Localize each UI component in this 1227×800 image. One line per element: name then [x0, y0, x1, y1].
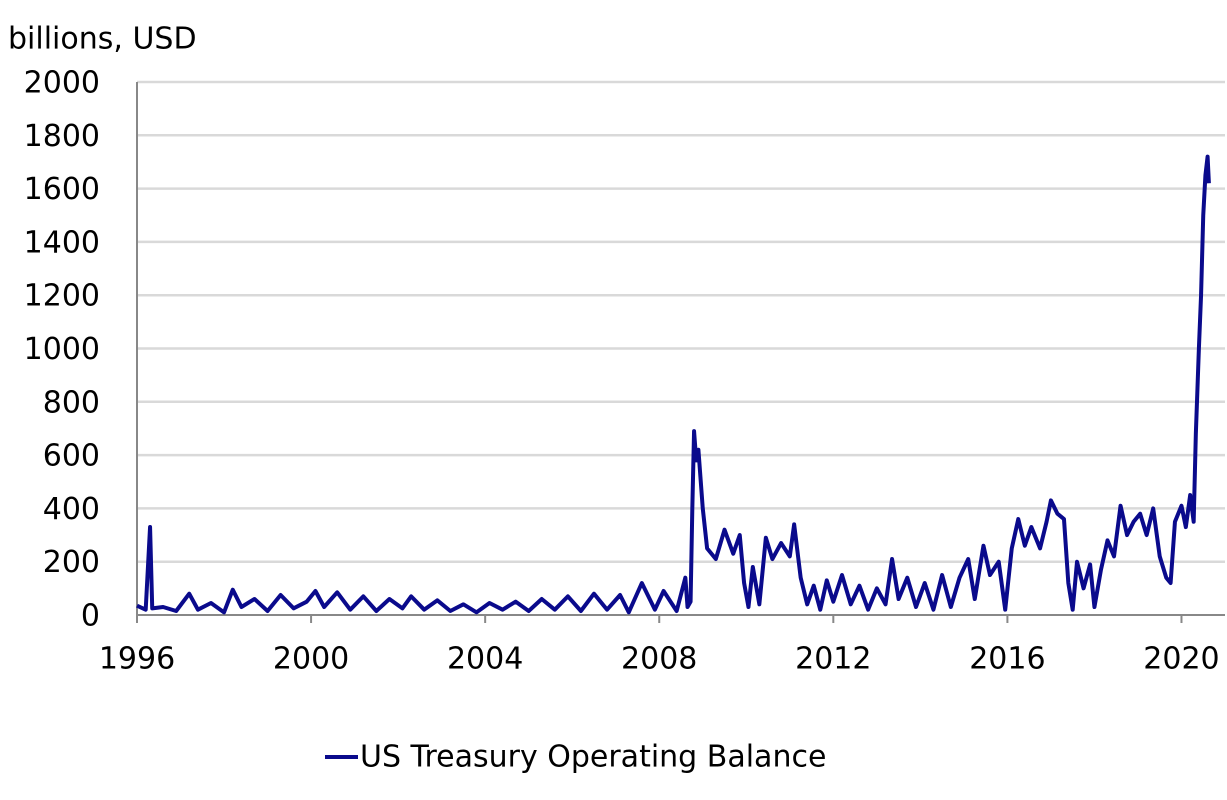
- y-tick-label: 1400: [24, 225, 100, 260]
- y-tick-label: 1000: [24, 332, 100, 367]
- y-tick-label: 1600: [24, 172, 100, 207]
- x-tick-label: 2000: [273, 642, 349, 677]
- y-tick-label: 800: [43, 385, 100, 420]
- x-tick-label: 2012: [795, 642, 871, 677]
- y-tick-label: 2000: [24, 66, 100, 101]
- data-line: [136, 154, 1211, 615]
- y-axis-label: billions, USD: [8, 22, 197, 57]
- x-tick-label: 1996: [99, 642, 175, 677]
- x-tick-label: 2016: [969, 642, 1045, 677]
- y-tick-label: 1800: [24, 119, 100, 154]
- legend-label: US Treasury Operating Balance: [360, 740, 826, 775]
- y-tick-label: 0: [81, 599, 100, 634]
- y-tick-label: 600: [43, 439, 100, 474]
- y-tick-label: 400: [43, 492, 100, 527]
- y-tick-label: 1200: [24, 279, 100, 314]
- y-tick-label: 200: [43, 545, 100, 580]
- x-tick-label: 2004: [447, 642, 523, 677]
- x-tick-label: 2020: [1143, 642, 1219, 677]
- x-tick-label: 2008: [621, 642, 697, 677]
